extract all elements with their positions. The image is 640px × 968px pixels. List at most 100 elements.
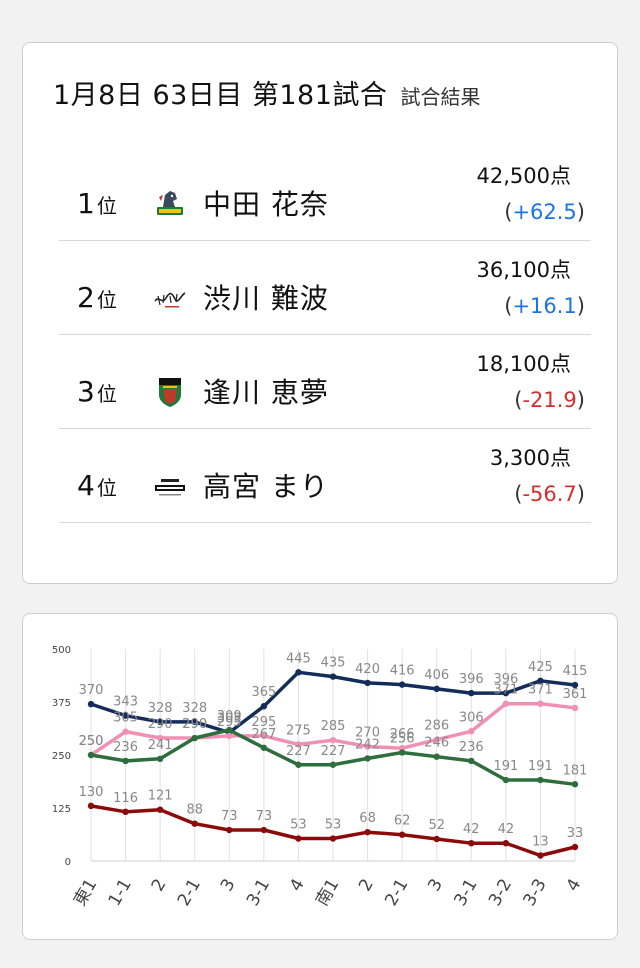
data-label: 236 [113,740,138,755]
score-column: 42,500点 (+62.5) [476,161,585,227]
data-label: 371 [528,683,553,698]
data-point [260,744,268,751]
x-tick-label: 4 [563,876,586,895]
data-point [398,681,406,688]
data-point [502,839,510,847]
data-point [122,757,129,765]
match-subtitle: 試合結果 [400,85,481,109]
y-tick-label: 500 [52,645,71,656]
data-label: 365 [251,685,276,700]
data-point [571,843,579,851]
final-points: 36,100点 [476,258,571,282]
final-points: 3,300点 [489,446,571,470]
y-tick-label: 125 [52,804,71,815]
data-point [156,718,164,726]
y-tick-label: 0 [65,857,71,868]
data-label: 42 [498,822,515,837]
data-point [433,736,440,743]
data-label: 266 [390,727,415,742]
data-label: 415 [563,664,588,679]
x-tick-label: 3 [217,876,240,895]
data-point [329,835,337,842]
data-point [537,700,544,707]
data-label: 371 [493,683,518,698]
y-tick-label: 375 [52,698,71,709]
data-point [191,734,198,742]
data-label: 227 [321,744,346,759]
data-point [260,703,268,710]
data-label: 305 [113,711,138,726]
score-delta: (-21.9) [514,388,585,412]
data-label: 250 [79,734,104,749]
data-point [364,828,371,836]
player-name: 逢川 恵夢 [203,376,329,409]
data-point [122,712,129,719]
data-label: 227 [286,744,311,759]
data-label: 236 [459,740,484,755]
data-point [502,700,510,707]
data-label: 435 [321,656,346,671]
data-label: 250 [79,734,104,749]
data-point [502,776,510,784]
data-label: 13 [532,834,549,849]
horse-team-logo-icon [157,191,183,215]
y-tick-label: 250 [52,751,71,762]
data-label: 285 [321,719,346,734]
data-point [571,781,579,788]
data-label: 396 [459,672,484,687]
data-point [156,755,164,763]
data-point [364,755,371,762]
konami-team-logo-icon [155,479,185,496]
x-tick-label: 2-1 [381,876,412,910]
data-label: 396 [493,672,518,687]
data-point [191,718,198,726]
player-name: 渋川 難波 [203,282,329,315]
data-point [295,761,302,768]
data-point [329,736,337,744]
data-label: 121 [148,789,173,804]
data-point [156,806,164,813]
data-label: 241 [148,738,173,753]
data-point [226,826,233,834]
x-tick-label: 2 [355,876,378,895]
x-tick-label: 2-1 [174,876,205,910]
data-point [571,704,579,712]
data-point [571,681,579,689]
final-points: 18,100点 [476,352,571,376]
score-column: 36,100点 (+16.1) [476,255,585,321]
data-label: 256 [390,731,415,746]
data-point [433,835,440,843]
data-label: 295 [251,715,276,730]
x-tick-label: 東1 [70,876,101,910]
data-point [260,732,268,740]
data-label: 267 [251,727,276,742]
data-label: 370 [79,683,104,698]
x-tick-label: 3 [424,876,447,895]
data-label: 425 [528,660,553,675]
data-label: 328 [182,701,207,716]
data-label: 116 [113,791,138,806]
player-name: 高宮 まり [203,470,329,503]
score-chart-card: 0 125 250 375 500 東1 1-1 2 2-1 3 3-1 4 南1 2 2-1 3 3-1 3-2… [22,613,618,940]
data-label: 328 [148,701,173,716]
data-point [468,757,475,765]
data-label: 445 [286,651,311,666]
data-label: 420 [355,662,380,677]
final-points: 42,500点 [476,164,571,188]
data-label: 88 [186,803,203,818]
x-tick-label: 3-1 [243,876,274,910]
data-label: 406 [424,668,449,683]
data-label: 309 [217,709,242,724]
data-label: 275 [286,723,311,738]
data-label: 42 [463,822,480,837]
data-label: 343 [113,695,138,710]
x-tick-label: 2 [148,876,171,895]
